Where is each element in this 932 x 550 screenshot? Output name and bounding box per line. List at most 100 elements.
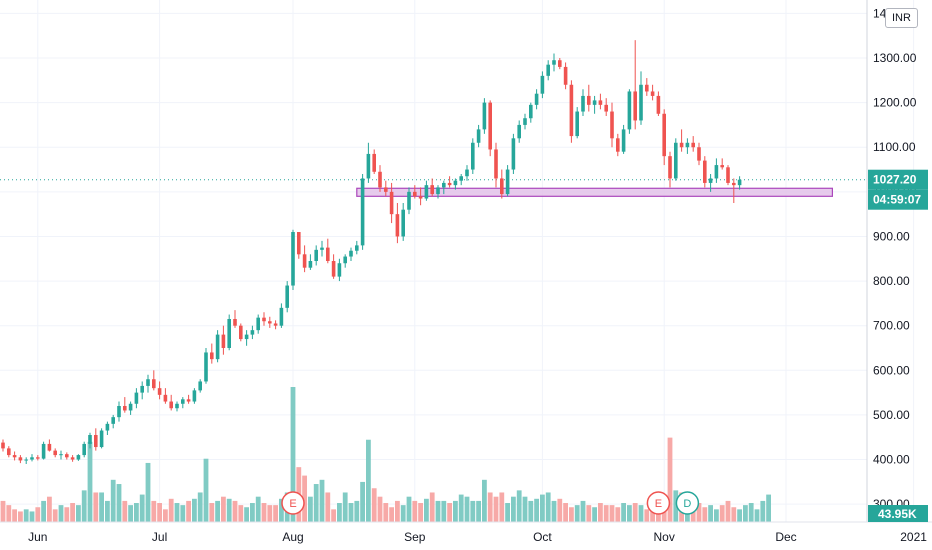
candle-body: [639, 84, 643, 121]
volume-bar: [261, 503, 267, 522]
candle-body: [523, 118, 527, 125]
volume-bar: [737, 509, 742, 522]
time-tick-label: Aug: [282, 530, 303, 544]
volume-bar: [435, 500, 441, 522]
volume-bar: [87, 441, 93, 522]
candle-body: [459, 176, 463, 181]
candle-body: [88, 435, 92, 444]
volume-bar: [563, 503, 568, 522]
candle-body: [500, 178, 504, 195]
volume-bar: [696, 503, 702, 522]
volume-bar: [528, 500, 534, 522]
candle-body: [610, 111, 614, 139]
candle-body: [476, 129, 481, 143]
candle-body: [569, 84, 574, 137]
volume-bar: [522, 496, 528, 522]
candle-body: [262, 317, 266, 322]
volume-bar: [93, 492, 99, 522]
candle-body: [482, 102, 487, 130]
volume-bar: [279, 498, 284, 522]
candle-body: [633, 91, 637, 121]
volume-bar: [192, 498, 197, 522]
candle-body: [737, 179, 742, 186]
candle-body: [592, 100, 597, 105]
volume-bar: [516, 490, 522, 522]
volume-bar: [632, 503, 638, 522]
volume-bar: [551, 500, 557, 522]
volume-bar: [29, 511, 35, 522]
volume-bar: [748, 503, 754, 522]
volume-bar: [163, 509, 168, 522]
candle-body: [650, 91, 655, 96]
support-zone[interactable]: [0, 179, 867, 197]
candle-body: [99, 430, 104, 448]
volume-bar: [267, 505, 273, 522]
volume-bar: [487, 492, 493, 522]
candle-body: [337, 263, 342, 277]
volume-bar: [389, 507, 394, 522]
volume-bar: [458, 494, 464, 522]
volume-bar: [621, 503, 626, 522]
time-tick-label: Nov: [654, 530, 675, 544]
volume-bar: [586, 505, 592, 522]
volume-bar: [377, 496, 383, 522]
support-zone-rect[interactable]: [356, 187, 833, 197]
price-axis[interactable]: 300.00400.00500.00600.00700.00800.00900.…: [873, 6, 917, 511]
candle-body: [41, 443, 46, 459]
time-axis[interactable]: Jun Jul Aug Sep Oct Nov Dec 2021: [28, 530, 927, 544]
candle-body: [534, 93, 539, 105]
candle-body: [575, 111, 579, 137]
candle-body: [53, 450, 57, 456]
candle-body: [645, 84, 649, 92]
candle-body: [82, 443, 86, 456]
candle-body: [169, 401, 173, 409]
candle-body: [314, 249, 318, 261]
candle-body: [59, 454, 63, 456]
volume-bar: [64, 507, 70, 522]
volume-bar: [574, 505, 580, 522]
candle-body: [308, 261, 313, 268]
price-tick-label: 500.00: [873, 408, 910, 422]
candle-body: [123, 406, 127, 411]
candle-body: [372, 153, 376, 172]
candle-body: [76, 455, 81, 460]
candle-body: [418, 196, 423, 199]
volume-bar: [81, 490, 87, 522]
volume-bar: [453, 500, 458, 522]
volume-bar: [731, 507, 737, 522]
volume-bar: [41, 500, 46, 522]
volume-bar: [151, 500, 157, 522]
volume-bar: [354, 500, 360, 522]
countdown-badge-bg: [868, 189, 928, 210]
currency-label[interactable]: INR: [885, 8, 918, 28]
volume-badge: 43.95K: [868, 505, 928, 522]
volume-bar: [493, 496, 499, 522]
volume-bar: [725, 500, 731, 522]
candle-body: [471, 142, 475, 170]
volume-bar: [383, 503, 389, 522]
volume-bar: [464, 496, 470, 522]
volume-bar: [325, 492, 331, 522]
event-marker[interactable]: E: [281, 491, 305, 515]
volume-bar: [273, 505, 278, 522]
candle-body: [105, 423, 110, 431]
candle-body: [691, 142, 695, 148]
price-tick-label: 800.00: [873, 274, 910, 288]
volume-bar: [244, 507, 249, 522]
volume-bar: [139, 494, 145, 522]
candle-body: [331, 261, 336, 277]
candle-body: [146, 379, 150, 386]
candle-body: [1, 442, 5, 449]
volume-badge-bg: [868, 505, 928, 522]
candle-body: [703, 160, 707, 183]
volume-bar: [412, 500, 418, 522]
candle-body: [157, 388, 162, 395]
event-marker[interactable]: E: [646, 491, 671, 515]
event-marker[interactable]: D: [675, 491, 700, 515]
volume-bar: [360, 481, 365, 522]
volume-bar: [644, 509, 650, 522]
event-marker-label: E: [289, 498, 296, 510]
event-marker-label: E: [655, 498, 662, 510]
